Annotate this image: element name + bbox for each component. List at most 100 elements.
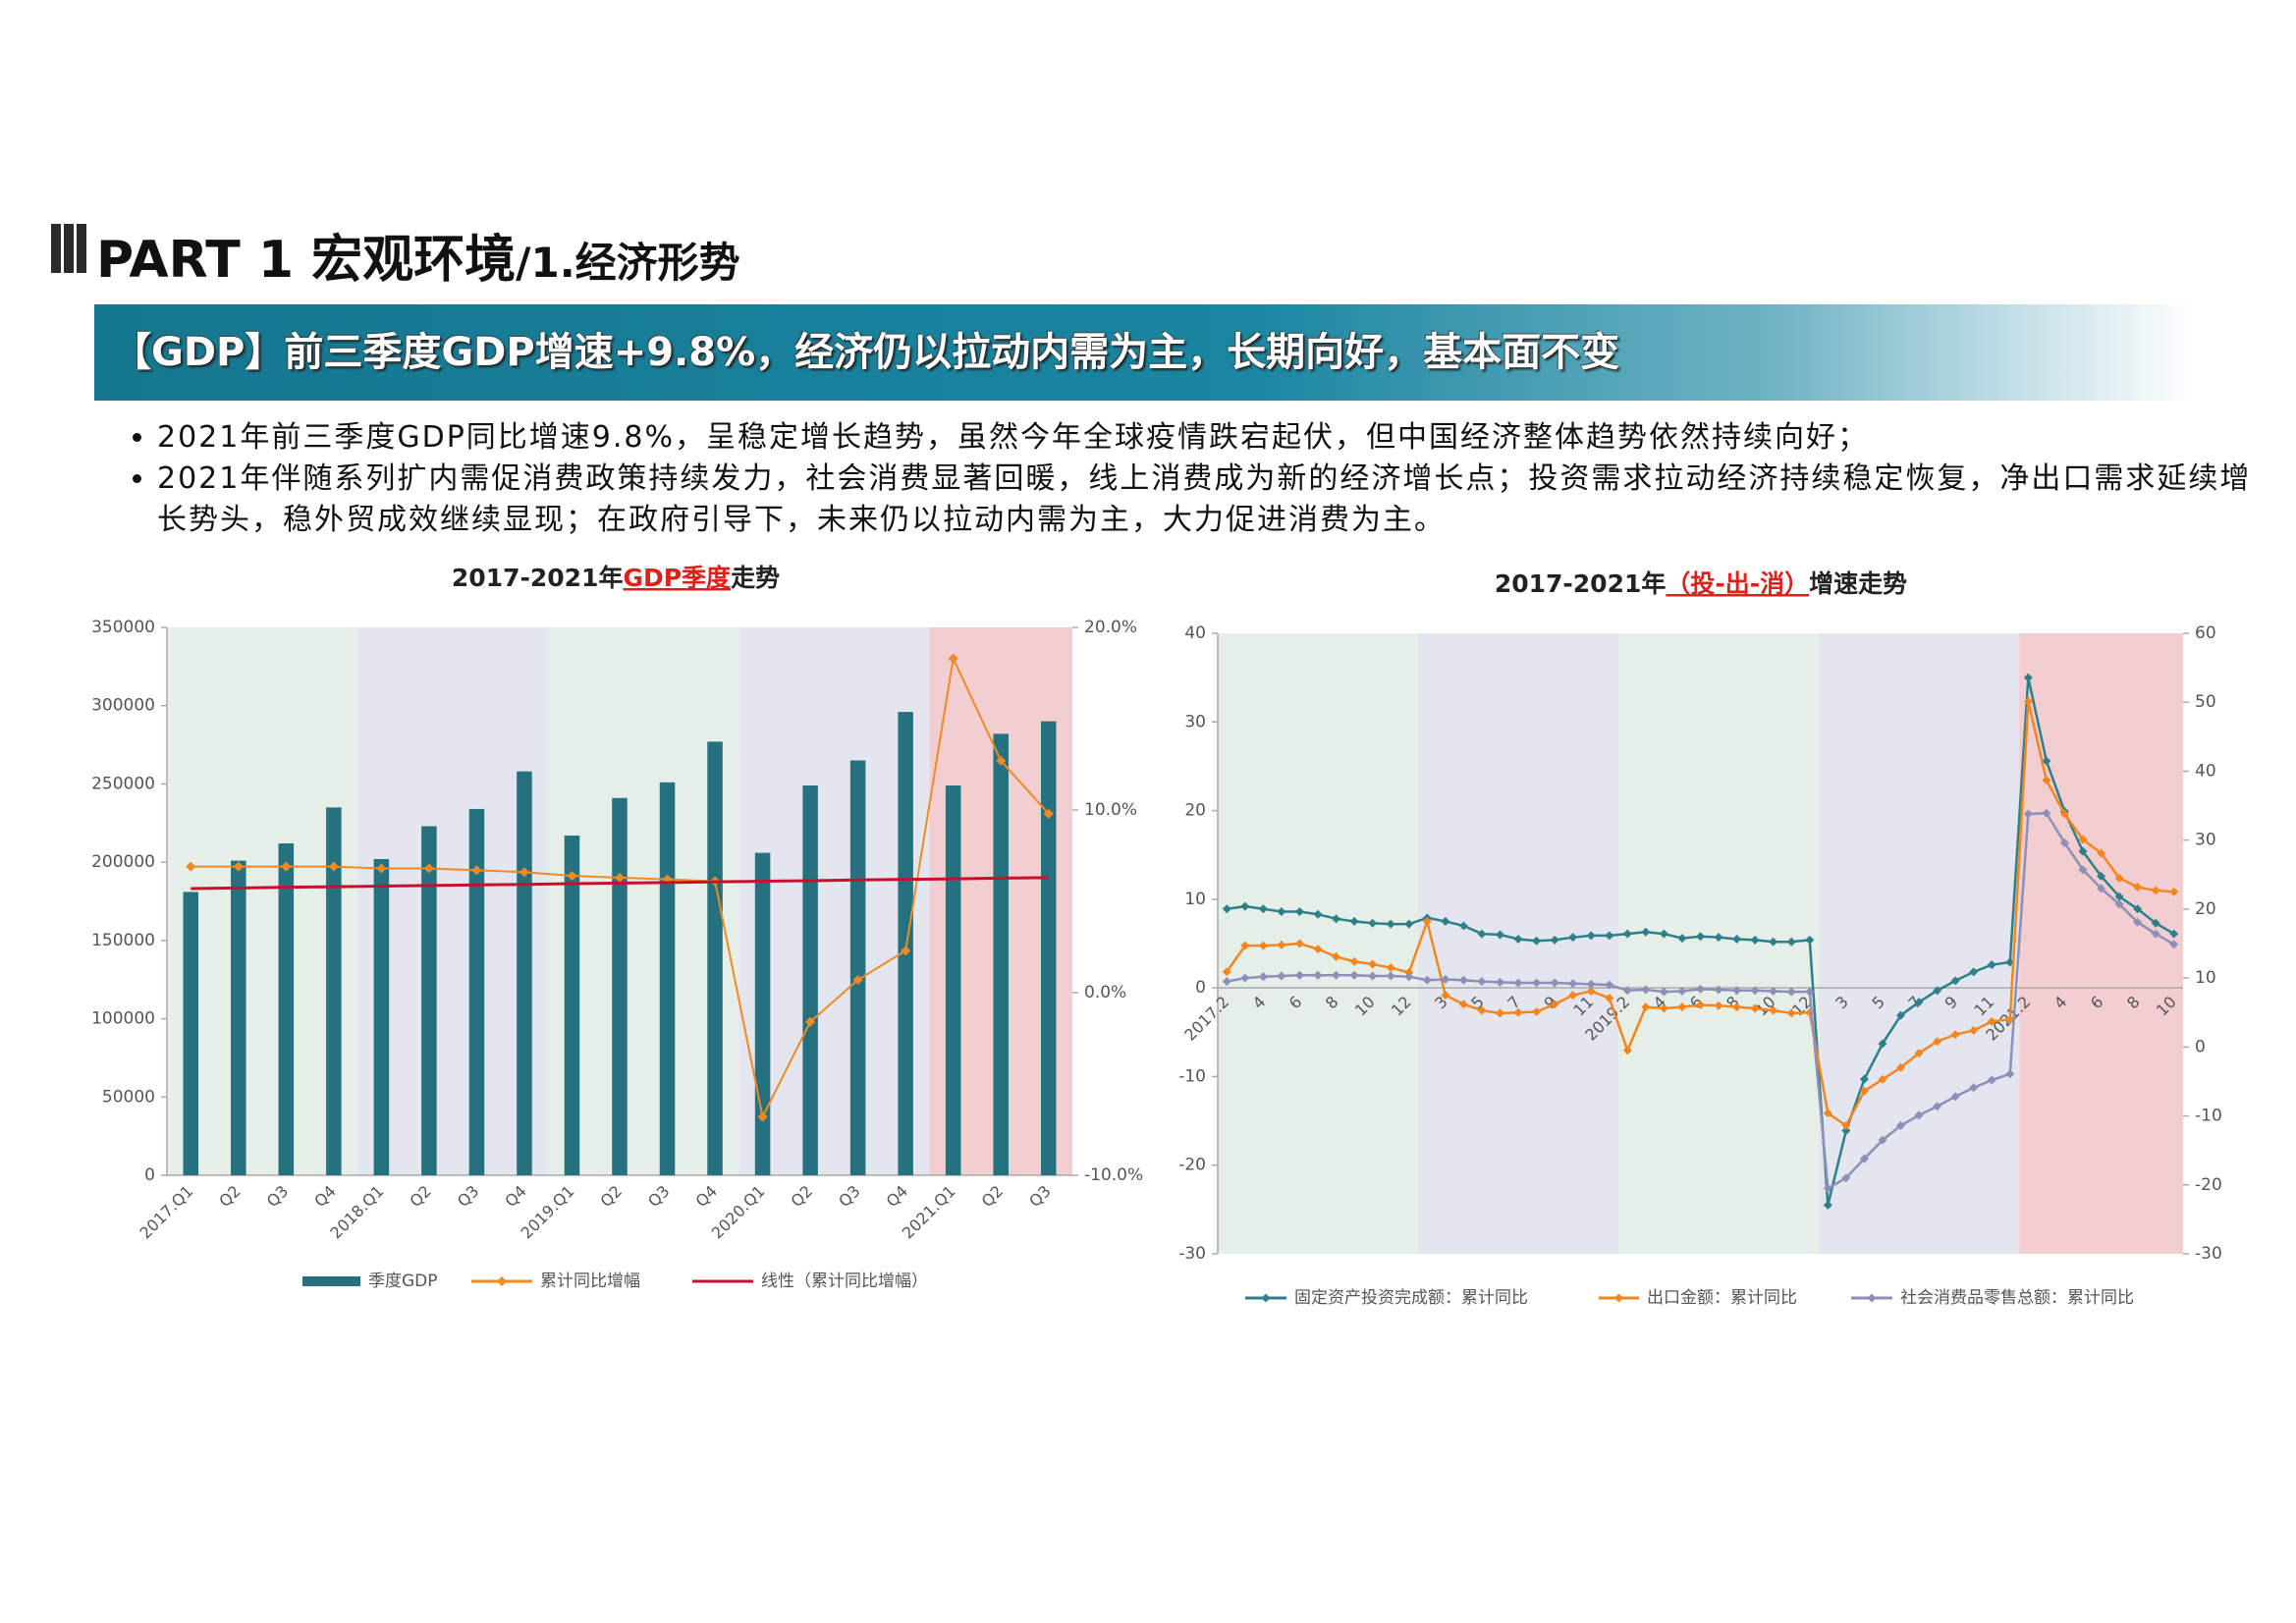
marker <box>1933 1037 1942 1047</box>
marker <box>1786 937 1796 947</box>
legend-label: 累计同比增幅 <box>540 1271 640 1291</box>
marker <box>2133 917 2143 927</box>
banner: 【GDP】前三季度GDP增速+9.8%，经济仍以拉动内需为主，长期向好，基本面不… <box>94 304 2195 401</box>
marker <box>1586 979 1596 989</box>
bar <box>754 852 771 1175</box>
marker <box>1332 951 1341 961</box>
x-tick-label: Q4 <box>310 1182 340 1212</box>
marker <box>2059 838 2069 847</box>
marker <box>1732 934 1742 944</box>
marker <box>1786 987 1796 997</box>
title-part: 走势 <box>731 564 780 592</box>
marker <box>1532 978 1542 988</box>
marker <box>1458 921 1468 931</box>
marker <box>1222 977 1231 987</box>
marker <box>1841 1120 1851 1130</box>
y-tick-label: 350000 <box>91 618 155 637</box>
marker <box>1404 972 1414 982</box>
legend-label: 社会消费品零售总额：累计同比 <box>1900 1288 2134 1308</box>
marker <box>1805 987 1815 997</box>
marker <box>1495 930 1504 940</box>
marker <box>1914 1049 1924 1058</box>
bar <box>373 858 390 1175</box>
marker <box>805 1016 816 1027</box>
marker <box>1622 986 1632 996</box>
marker <box>1786 1008 1796 1018</box>
marker <box>1258 972 1268 982</box>
marker <box>376 863 387 874</box>
marker <box>233 861 244 872</box>
year-band <box>167 627 358 1175</box>
marker <box>1586 986 1596 996</box>
marker <box>1823 1200 1832 1210</box>
marker <box>1841 1126 1851 1136</box>
line <box>191 876 1049 891</box>
marker <box>1622 1046 1632 1055</box>
x-tick-label: 2018.Q1 <box>326 1182 387 1243</box>
marker <box>1294 970 1304 980</box>
marker <box>852 974 863 985</box>
marker <box>2078 865 2088 875</box>
y2-tick-label: 10.0% <box>1084 800 1137 820</box>
y-tick-label: -20 <box>1178 1156 1206 1175</box>
marker <box>1386 919 1395 929</box>
marker <box>1441 991 1450 1001</box>
year-band <box>548 627 739 1175</box>
bar <box>849 760 866 1175</box>
bar <box>326 807 342 1175</box>
y-tick-label: 200000 <box>91 852 155 872</box>
bullet: 2021年伴随系列扩内需促消费政策持续发力，社会消费显著回暖，线上消费成为新的经… <box>157 459 2269 541</box>
marker <box>1568 933 1578 943</box>
title-icon <box>51 224 61 273</box>
marker <box>2114 873 2124 883</box>
year-band <box>1618 633 1820 1254</box>
legend-marker <box>1614 1293 1623 1303</box>
y-tick-label: -10 <box>1178 1066 1206 1086</box>
bar <box>231 860 246 1175</box>
marker <box>2133 882 2143 892</box>
marker <box>1987 1075 1996 1085</box>
x-tick-label: 2019.Q1 <box>518 1182 578 1243</box>
bar <box>802 785 818 1175</box>
marker <box>1294 939 1304 948</box>
marker <box>1969 1025 1979 1035</box>
marker <box>1769 937 1778 947</box>
bar <box>421 826 437 1175</box>
marker <box>1750 1003 1760 1013</box>
marker <box>1240 941 1250 950</box>
marker <box>1750 935 1760 945</box>
y-tick-label: 300000 <box>91 696 155 716</box>
x-tick-label: Q3 <box>263 1182 293 1212</box>
x-tick-label: Q4 <box>883 1182 912 1212</box>
marker <box>1277 906 1286 916</box>
marker <box>1386 963 1395 973</box>
marker <box>1714 985 1723 995</box>
marker <box>901 946 911 956</box>
marker <box>1641 1002 1651 1012</box>
marker <box>1495 977 1504 987</box>
marker <box>2042 756 2051 766</box>
title-icon <box>64 224 74 273</box>
y2-tick-label: 20 <box>2195 899 2216 919</box>
marker <box>1878 1074 1887 1084</box>
bar <box>659 782 676 1175</box>
marker <box>1841 1173 1851 1183</box>
marker <box>1441 975 1450 985</box>
y2-tick-label: -10 <box>2195 1107 2222 1126</box>
y2-tick-label: 60 <box>2195 623 2216 643</box>
legend-label: 出口金额：累计同比 <box>1647 1288 1797 1308</box>
x-tick-label: Q2 <box>788 1182 817 1212</box>
marker <box>1769 986 1778 996</box>
marker <box>1513 978 1523 988</box>
marker <box>2005 1069 2015 1079</box>
marker <box>1568 979 1578 989</box>
legend-marker <box>1867 1293 1877 1303</box>
marker <box>2114 892 2124 901</box>
bar <box>898 712 913 1175</box>
marker <box>1477 977 1487 987</box>
x-tick-label: Q3 <box>454 1182 483 1212</box>
marker <box>1696 1000 1705 1009</box>
marker <box>1568 991 1578 1001</box>
y2-tick-label: -10.0% <box>1084 1165 1143 1185</box>
marker <box>1750 986 1760 996</box>
